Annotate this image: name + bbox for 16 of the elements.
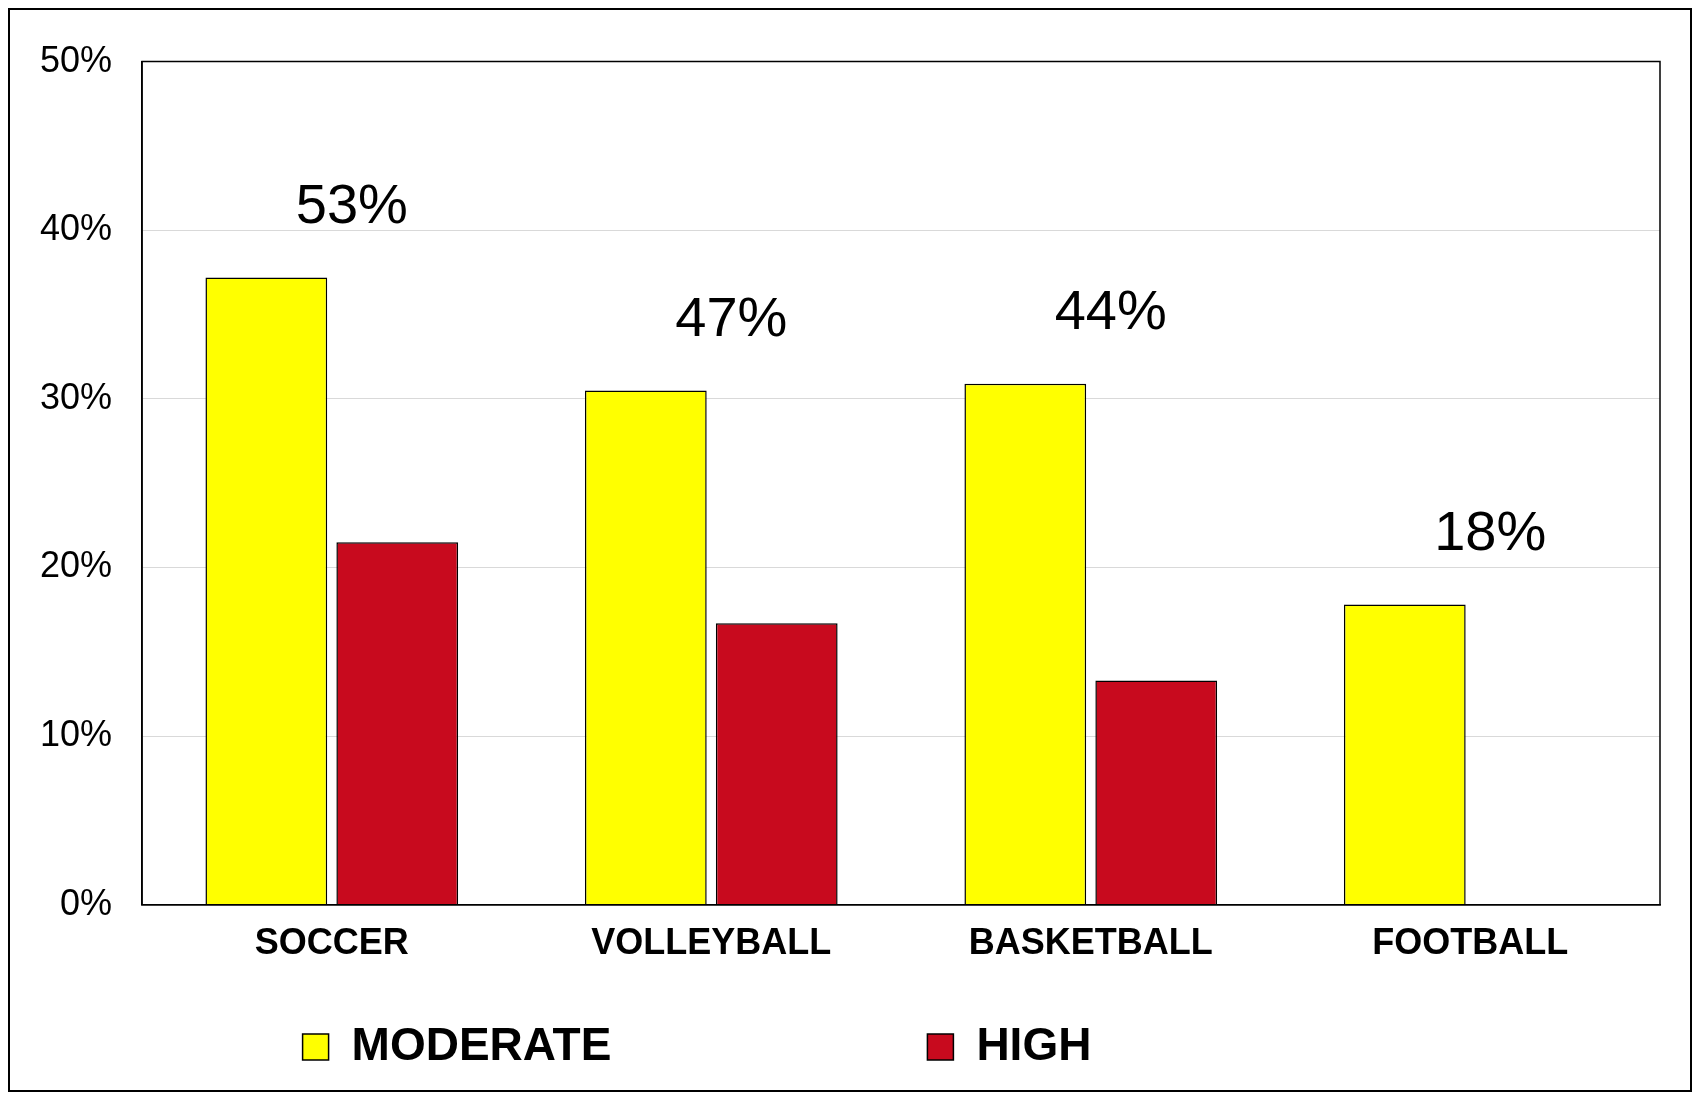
x-tick-label: VOLLEYBALL — [591, 921, 832, 963]
x-tick-label: BASKETBALL — [968, 921, 1213, 963]
y-tick-label: 20% — [39, 544, 113, 586]
y-tick-label: 30% — [39, 375, 113, 417]
y-tick-label: 50% — [39, 38, 113, 80]
annotation: 44% — [1054, 278, 1167, 342]
annotation: 53% — [295, 171, 408, 235]
y-tick-label: 40% — [39, 207, 113, 249]
annotation: 47% — [675, 284, 788, 348]
annotation: 18% — [1434, 499, 1547, 563]
legend-label: HIGH — [976, 1017, 1368, 1070]
x-tick-label: FOOTBALL — [1372, 921, 1569, 963]
legend-label: MODERATE — [351, 1017, 888, 1070]
x-tick-label: SOCCER — [254, 921, 409, 963]
y-tick-label: 0% — [60, 881, 113, 923]
y-tick-label: 10% — [39, 713, 113, 755]
